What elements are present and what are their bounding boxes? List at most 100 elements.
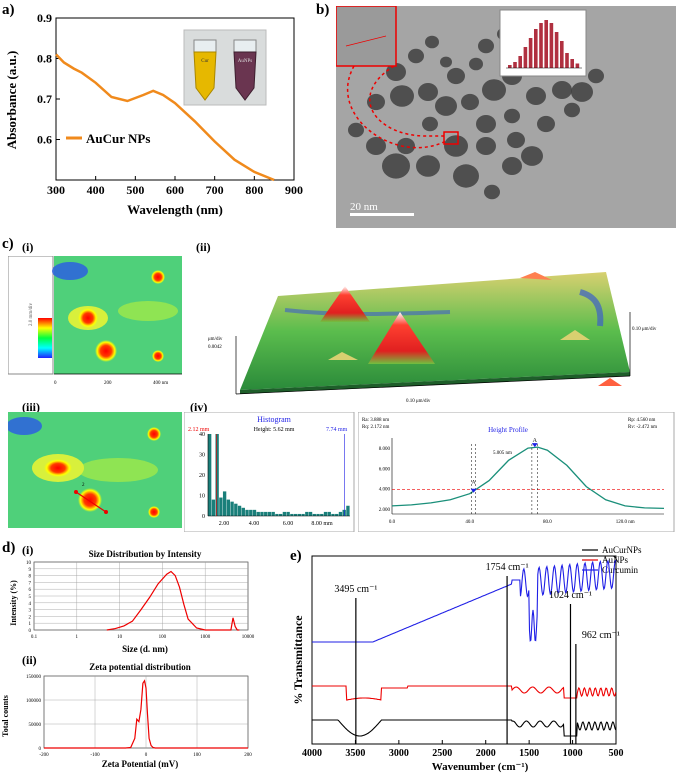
histogram-bar [264, 511, 268, 516]
zeta-xtick-label: -100 [90, 753, 100, 758]
histogram-xtick-label: 8.00 mm [311, 521, 333, 527]
ftir-series-curcumin [312, 559, 617, 643]
tem-nanoparticle [469, 57, 483, 71]
dls-ytick-label: 6 [29, 588, 32, 593]
hp-xtick-label: 120.0 nm [616, 520, 635, 525]
panel-d-label: d) [2, 540, 16, 556]
dls-xtick-label: 10000 [242, 635, 255, 640]
tem-nanoparticle [521, 146, 543, 166]
histogram-bar [320, 513, 324, 516]
afm-peak-2 [368, 312, 435, 364]
tem-nanoparticle [476, 115, 496, 133]
hp-marker-label: A [533, 438, 538, 444]
ftir-ylabel: % Transmittance [291, 615, 305, 705]
tem-hist-bar [560, 41, 564, 68]
afm-peak-1 [320, 286, 370, 322]
tem-nanoparticle [418, 83, 438, 101]
vials-photo: Cur AuNPs [183, 29, 267, 106]
hp-xtick-label: 40.0 [465, 520, 474, 525]
hp-ytick-label: 2.000 [379, 508, 391, 513]
ftir-annotation-label: 962 cm⁻¹ [582, 630, 620, 641]
afm-3d-surface: μm/div 0.0042 0.10 μm/div 0.10 μm/div [208, 272, 657, 404]
hp-stat-rv: Rv: -2.472 nm [628, 425, 657, 430]
histogram-bar [237, 505, 242, 516]
d-ii-label: (ii) [22, 653, 37, 667]
tem-nanoparticle [476, 137, 496, 155]
tem-hist-bar [539, 23, 543, 68]
histogram-ytick-label: 20 [199, 473, 205, 479]
hp-stat-rp: Rp: 4.560 nm [628, 418, 655, 423]
zeta-xlabel: Zeta Potential (mV) [102, 759, 178, 769]
c-i-label: (i) [22, 240, 34, 254]
d-i-label: (i) [22, 543, 34, 557]
dls-ytick-label: 3 [29, 609, 32, 614]
tem-nanoparticle [504, 108, 520, 124]
afm-histogram-chart: 0 10 20 30 40 2.00 4.00 6.00 8.00 mm Histogram H… [184, 412, 355, 532]
hp-marker-low [470, 488, 477, 493]
panel-c-label: c) [2, 236, 14, 252]
zeta-xtick-label: 100 [193, 753, 201, 758]
histogram-bar [293, 513, 298, 516]
histogram-ytick-label: 0 [202, 514, 205, 520]
afm-scale-text: 2.0 mm/div [29, 302, 34, 326]
tem-nanoparticle [453, 164, 479, 188]
tem-nanoparticle [571, 82, 593, 102]
zeta-ytick-label: 150000 [26, 675, 42, 680]
ftir-xtick-label: 500 [609, 748, 624, 759]
ftir-series-aucurnps [312, 719, 617, 737]
c-ii-label: (ii) [196, 240, 211, 254]
tem-callout-box [443, 131, 459, 145]
tem-hist-bar [528, 38, 533, 68]
afm-x-end: 400 nm [153, 381, 168, 386]
histogram-bar [346, 505, 350, 516]
tem-hist-bar [513, 62, 517, 68]
ftir-legend-label: Curcumin [602, 565, 638, 575]
panel-e-label: e) [290, 548, 302, 564]
tem-nanoparticle [461, 93, 479, 111]
tem-nanoparticle [367, 93, 385, 111]
ftir-xtick-label: 4000 [302, 748, 322, 759]
vial-curcumin [193, 51, 217, 101]
ftir-annotation-label: 1024 cm⁻¹ [549, 590, 592, 601]
histogram-bar [275, 513, 279, 516]
histogram-bar [230, 501, 234, 516]
histogram-bar [305, 511, 309, 516]
tem-nanoparticle [588, 68, 604, 84]
uvvis-legend-label: AuCur NPs [86, 131, 150, 146]
histogram-bar [327, 511, 331, 516]
hp-ytick-label: 8.000 [379, 447, 391, 452]
c-iv-label: (iv) [190, 400, 208, 414]
histogram-bar [297, 513, 302, 516]
dls-xtick-label: 100 [159, 635, 167, 640]
ftir-chart: 4000 3500 3000 2500 2000 1500 1000 500AuCurNPsA… [291, 545, 642, 773]
uvvis-series-line [55, 53, 275, 182]
histogram-bar [222, 491, 227, 516]
ftir-xtick-label: 1000 [563, 748, 583, 759]
tem-nanoparticle [382, 153, 410, 179]
hp-xtick-label: 80.0 [543, 520, 552, 525]
tem-nanoparticle [408, 48, 424, 64]
afm-z-value: 0.0042 [208, 345, 222, 350]
ftir-xtick-label: 2500 [432, 748, 452, 759]
tem-hist-bar [534, 29, 538, 68]
zeta-ylabel: Total counts [1, 695, 10, 737]
panel-a-label: a) [2, 2, 15, 18]
hp-series-line [391, 446, 665, 510]
histogram-bar [338, 511, 343, 516]
ftir-xtick-label: 2000 [476, 748, 496, 759]
vial-left-label: Cur [201, 59, 209, 64]
afm-x-mid: 200 [104, 381, 112, 386]
tem-image: 20 nm [336, 6, 676, 228]
dls-ytick-label: 1 [29, 622, 32, 627]
uvvis-xtick-label: 600 [166, 183, 184, 197]
tem-nanoparticle [507, 131, 525, 149]
tem-size-histogram-inset [499, 9, 587, 77]
histogram-bar [252, 509, 257, 516]
afm-3d-plane [240, 272, 630, 390]
uvvis-xtick-label: 500 [126, 183, 144, 197]
uvvis-ytick-label: 0.9 [37, 11, 52, 25]
histogram-right-cursor: 7.74 mm [326, 427, 348, 433]
dls-xtick-label: 1000 [200, 635, 211, 640]
tem-nanoparticle [386, 63, 406, 81]
dls-ytick-label: 4 [29, 602, 32, 607]
